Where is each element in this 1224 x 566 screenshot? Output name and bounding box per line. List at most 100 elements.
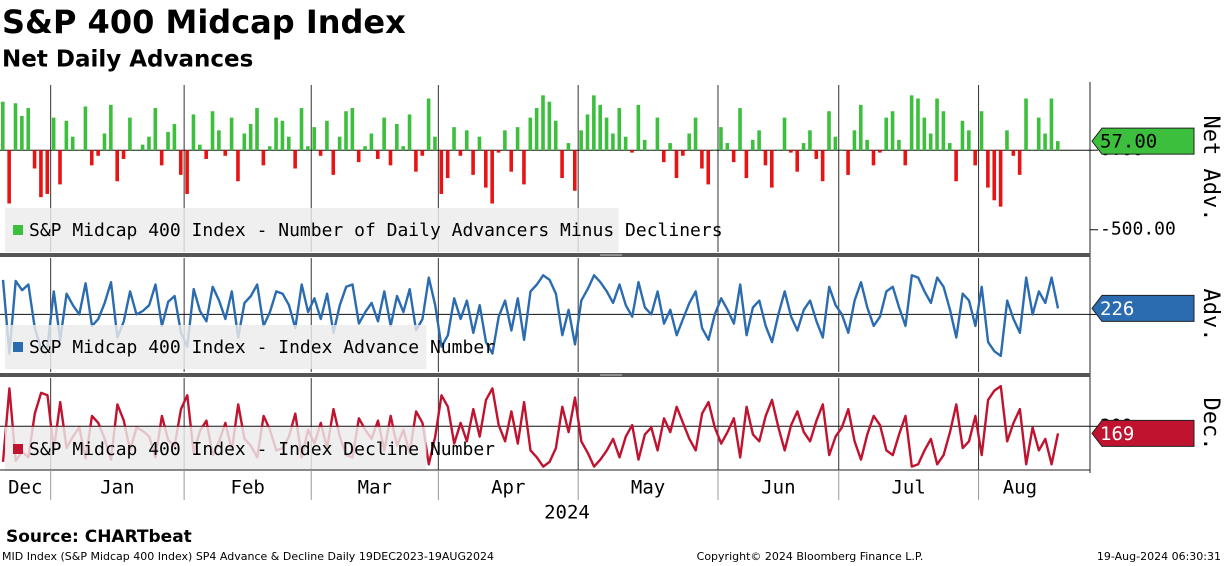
bar	[185, 150, 189, 194]
x-tick-label: Mar	[358, 477, 392, 499]
bar	[1024, 98, 1028, 151]
bar	[642, 139, 647, 151]
x-tick-label: Jun	[761, 477, 795, 499]
x-tick-label: May	[631, 477, 665, 499]
bar	[979, 111, 984, 151]
bar	[477, 136, 482, 151]
bar	[280, 120, 285, 151]
bar	[776, 149, 780, 151]
line-series	[1, 384, 1060, 468]
bar	[579, 130, 583, 151]
bar	[261, 150, 266, 166]
bar	[795, 150, 800, 172]
bar	[738, 108, 742, 151]
bar	[363, 146, 367, 151]
bar	[655, 117, 660, 151]
bar	[681, 150, 685, 156]
bar	[484, 150, 488, 188]
bar	[763, 150, 768, 166]
legend-box	[5, 427, 427, 471]
bar	[255, 108, 259, 151]
bar	[890, 111, 895, 151]
bar	[522, 150, 526, 185]
x-tick-label: Dec	[8, 477, 42, 499]
bar	[178, 150, 183, 175]
bar	[693, 117, 698, 151]
bar	[947, 143, 952, 151]
bar	[986, 150, 990, 188]
bar	[223, 150, 228, 156]
bar	[45, 150, 50, 194]
bar	[572, 150, 577, 191]
bar	[661, 150, 666, 163]
bar	[820, 150, 825, 182]
timestamp: 19-Aug-2024 06:30:31	[1097, 550, 1221, 563]
bar	[833, 136, 838, 151]
bar	[1, 101, 5, 151]
bar	[668, 143, 672, 151]
bar	[782, 117, 787, 151]
bar	[598, 104, 603, 151]
bar	[566, 143, 571, 151]
bar	[70, 136, 75, 151]
bar	[503, 130, 507, 151]
bar	[789, 150, 793, 153]
bar	[401, 146, 405, 151]
bar	[274, 117, 278, 151]
bar	[433, 136, 437, 151]
bar	[388, 150, 393, 166]
bar	[248, 123, 253, 151]
bar	[541, 95, 545, 151]
legend-label: S&P Midcap 400 Index - Number of Daily A…	[29, 220, 723, 241]
bar	[528, 117, 533, 151]
line-series	[1, 274, 1060, 358]
bar	[674, 150, 679, 179]
legend-label: S&P Midcap 400 Index - Index Decline Num…	[29, 439, 495, 460]
bar	[407, 114, 412, 151]
current-value-label: 169	[1100, 423, 1134, 445]
bar	[839, 149, 844, 151]
bar	[312, 127, 317, 151]
bar	[967, 130, 971, 151]
bar	[935, 98, 939, 151]
copyright: Copyright© 2024 Bloomberg Finance L.P.	[697, 550, 924, 563]
bar	[318, 150, 323, 156]
bar	[115, 150, 119, 182]
bar	[471, 150, 475, 175]
current-value-box	[1091, 127, 1195, 155]
bar	[350, 108, 355, 151]
bar	[814, 150, 819, 159]
bar	[395, 123, 399, 151]
bar	[1017, 150, 1022, 175]
bar	[414, 150, 418, 172]
bar	[140, 144, 145, 151]
x-tick-label: Jan	[100, 477, 134, 499]
bar	[172, 123, 177, 151]
bar	[941, 111, 946, 151]
bar	[515, 127, 520, 151]
bar	[229, 117, 234, 151]
x-axis-year: 2024	[544, 502, 590, 524]
bar	[32, 150, 37, 169]
panel: 0.00-500.00S&P Midcap 400 Index - Number…	[0, 82, 1223, 255]
bar	[827, 111, 831, 151]
bar	[77, 149, 81, 151]
bar	[1036, 117, 1041, 151]
bar	[623, 136, 628, 151]
bar	[7, 150, 11, 204]
bar	[153, 108, 158, 151]
bar	[744, 150, 749, 179]
bar	[846, 150, 850, 175]
bar	[439, 150, 444, 194]
bar	[458, 150, 463, 156]
bar	[585, 114, 590, 151]
bar	[102, 133, 107, 151]
bar	[801, 143, 806, 151]
current-value-label: 226	[1100, 298, 1134, 320]
bar	[560, 150, 564, 179]
bar	[39, 150, 43, 198]
bar	[89, 150, 94, 166]
bar	[121, 150, 126, 159]
bar	[1049, 98, 1054, 151]
